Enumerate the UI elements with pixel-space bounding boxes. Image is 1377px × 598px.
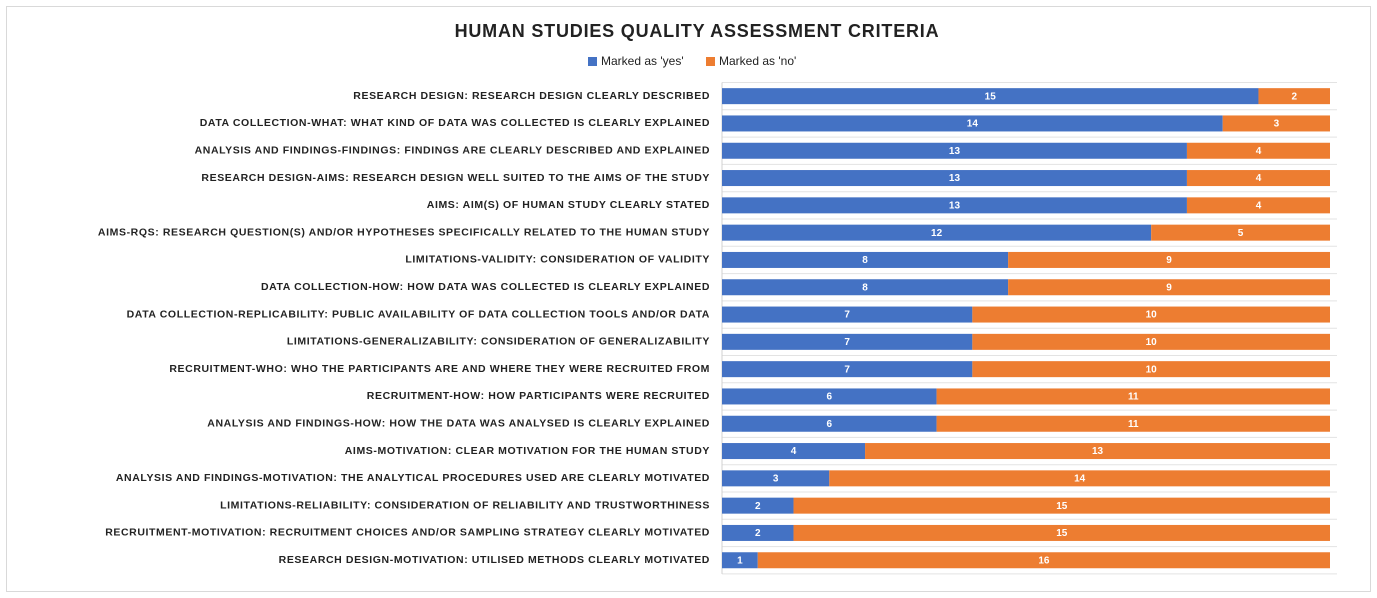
data-label: 16 (1038, 555, 1050, 566)
bar-segment (722, 115, 1223, 132)
data-label: 11 (1128, 419, 1139, 430)
bar-segment (722, 524, 794, 541)
category-label: LIMITATIONS-RELIABILITY: CONSIDERATION O… (220, 499, 710, 511)
data-label: 2 (755, 528, 761, 539)
bar-segment (722, 333, 973, 350)
bar-segment (722, 142, 1187, 159)
data-label: 12 (931, 228, 943, 239)
data-label: 4 (1256, 200, 1262, 211)
bar-segment (722, 443, 866, 460)
data-label: 1 (737, 555, 743, 566)
category-label: RESEARCH DESIGN-MOTIVATION: UTILISED MET… (279, 554, 710, 566)
bar-segment (793, 497, 1330, 514)
bar-segment (1151, 224, 1330, 241)
data-label: 15 (1056, 501, 1068, 512)
data-label: 6 (827, 392, 833, 403)
category-label: AIMS-RQS: RESEARCH QUESTION(S) AND/OR HY… (98, 226, 710, 238)
data-label: 14 (1074, 473, 1086, 484)
data-label: 4 (791, 446, 797, 457)
data-label: 7 (844, 310, 850, 321)
data-label: 11 (1128, 392, 1139, 403)
data-label: 13 (1092, 446, 1104, 457)
bar-segment (722, 224, 1152, 241)
bar-segment (722, 306, 973, 323)
bar-segment (936, 415, 1330, 432)
data-label: 15 (985, 91, 997, 102)
data-label: 5 (1238, 228, 1244, 239)
data-label: 7 (844, 364, 850, 375)
bar-segment (1186, 142, 1330, 159)
data-label: 3 (773, 473, 779, 484)
bar-segment (722, 470, 830, 487)
category-label: ANALYSIS AND FINDINGS-FINDINGS: FINDINGS… (195, 145, 710, 157)
data-label: 3 (1274, 119, 1280, 130)
bar-segment (722, 497, 794, 514)
category-label: ANALYSIS AND FINDINGS-HOW: HOW THE DATA … (207, 418, 710, 430)
data-label: 15 (1056, 528, 1068, 539)
data-label: 10 (1146, 310, 1158, 321)
category-label: RECRUITMENT-MOTIVATION: RECRUITMENT CHOI… (105, 527, 710, 539)
data-label: 14 (967, 119, 979, 130)
category-label: RECRUITMENT-WHO: WHO THE PARTICIPANTS AR… (169, 363, 710, 375)
bar-segment (1186, 197, 1330, 214)
data-label: 10 (1146, 337, 1158, 348)
category-label: AIMS: AIM(S) OF HUMAN STUDY CLEARLY STAT… (427, 199, 710, 211)
bar-segment (722, 197, 1187, 214)
data-label: 13 (949, 173, 961, 184)
category-label: DATA COLLECTION-WHAT: WHAT KIND OF DATA … (200, 117, 710, 129)
bar-segment (1258, 88, 1330, 105)
category-label: LIMITATIONS-GENERALIZABILITY: CONSIDERAT… (287, 336, 710, 348)
data-label: 6 (827, 419, 833, 430)
bar-segment (1186, 170, 1330, 187)
data-label: 2 (1291, 91, 1297, 102)
bar-segment (722, 88, 1259, 105)
bar-segment (1008, 279, 1330, 296)
data-label: 13 (949, 200, 961, 211)
bar-segment (722, 415, 937, 432)
category-label: DATA COLLECTION-REPLICABILITY: PUBLIC AV… (127, 308, 710, 320)
category-label: RECRUITMENT-HOW: HOW PARTICIPANTS WERE R… (367, 390, 710, 402)
legend-swatch (588, 57, 597, 66)
category-label: ANALYSIS AND FINDINGS-MOTIVATION: THE AN… (116, 472, 710, 484)
data-label: 8 (862, 282, 868, 293)
legend-label: Marked as 'no' (719, 54, 796, 68)
data-label: 7 (844, 337, 850, 348)
category-label: DATA COLLECTION-HOW: HOW DATA WAS COLLEC… (261, 281, 710, 293)
bar-segment (722, 388, 937, 405)
category-label: RESEARCH DESIGN-AIMS: RESEARCH DESIGN WE… (201, 172, 710, 184)
data-label: 4 (1256, 146, 1262, 157)
bar-segment (936, 388, 1330, 405)
bar-segment (722, 170, 1187, 187)
data-label: 9 (1166, 282, 1172, 293)
category-label: AIMS-MOTIVATION: CLEAR MOTIVATION FOR TH… (345, 445, 710, 457)
legend-label: Marked as 'yes' (601, 54, 684, 68)
bar-segment (722, 279, 1009, 296)
bar-segment (793, 524, 1330, 541)
bar-segment (829, 470, 1330, 487)
legend-swatch (706, 57, 715, 66)
data-label: 8 (862, 255, 868, 266)
data-label: 13 (949, 146, 961, 157)
bar-segment (722, 361, 973, 378)
data-label: 4 (1256, 173, 1262, 184)
category-label: LIMITATIONS-VALIDITY: CONSIDERATION OF V… (405, 254, 710, 266)
data-label: 2 (755, 501, 761, 512)
bar-segment (722, 251, 1009, 268)
data-label: 9 (1166, 255, 1172, 266)
category-label: RESEARCH DESIGN: RESEARCH DESIGN CLEARLY… (353, 90, 710, 102)
bar-segment (1222, 115, 1330, 132)
bar-segment (865, 443, 1330, 460)
bar-segment (972, 361, 1330, 378)
bar-segment (757, 552, 1330, 569)
bar-segment (1008, 251, 1330, 268)
data-label: 10 (1146, 364, 1158, 375)
bar-segment (722, 552, 758, 569)
bar-segment (972, 306, 1330, 323)
bar-segment (972, 333, 1330, 350)
chart-title: HUMAN STUDIES QUALITY ASSESSMENT CRITERI… (455, 21, 940, 41)
